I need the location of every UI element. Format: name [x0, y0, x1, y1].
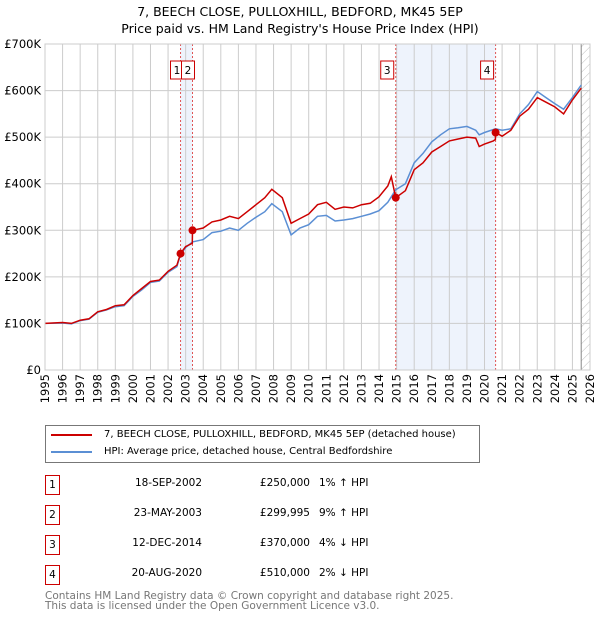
x-tick-label: 2002: [161, 374, 175, 403]
x-tick-label: 2012: [337, 374, 351, 403]
x-tick-label: 2016: [407, 374, 421, 403]
x-tick-label: 2014: [372, 374, 386, 403]
y-tick-label: £400K: [4, 177, 41, 191]
x-tick-label: 2026: [583, 374, 597, 403]
sale-point: [176, 249, 185, 258]
legend: 7, BEECH CLOSE, PULLOXHILL, BEDFORD, MK4…: [45, 425, 480, 463]
sale-label: 1: [174, 65, 181, 77]
sale-hpi-diff: 9% ↑ HPI: [319, 507, 369, 519]
sale-number: 3: [45, 535, 60, 555]
x-tick-label: 2003: [179, 374, 193, 403]
x-tick-label: 2006: [231, 374, 245, 403]
x-tick-label: 1995: [38, 374, 52, 403]
sale-row: 3 12-DEC-2014 £370,000 4% ↓ HPI: [45, 535, 545, 555]
footer-copyright: Contains HM Land Registry data © Crown c…: [45, 590, 454, 602]
x-tick-label: 2025: [565, 374, 579, 403]
sale-date: 23-MAY-2003: [133, 507, 202, 519]
sale-number: 2: [45, 505, 60, 525]
sale-date: 12-DEC-2014: [132, 537, 202, 549]
x-tick-label: 2020: [478, 374, 492, 403]
y-tick-label: £0: [26, 363, 41, 377]
x-tick-label: 2023: [530, 374, 544, 403]
x-tick-label: 1997: [73, 374, 87, 403]
price-chart: 1995 1996 1997 1998 1999 2000 2001 2002 2003 2004…: [4, 37, 597, 403]
sale-label: 3: [384, 65, 391, 77]
shaded-range: [395, 44, 496, 370]
x-tick-label: 1999: [108, 374, 122, 403]
x-tick-label: 2024: [548, 374, 562, 403]
chart-title: 7, BEECH CLOSE, PULLOXHILL, BEDFORD, MK4…: [137, 4, 463, 19]
sale-hpi-diff: 2% ↓ HPI: [319, 567, 369, 579]
x-tick-label: 2010: [302, 374, 316, 403]
y-tick-label: £100K: [4, 316, 41, 330]
hpi-line: [44, 84, 582, 325]
sale-hpi-diff: 1% ↑ HPI: [319, 477, 369, 489]
x-tick-label: 2011: [319, 374, 333, 403]
x-tick-label: 1998: [91, 374, 105, 403]
x-tick-label: 2015: [390, 374, 404, 403]
x-tick-label: 2018: [442, 374, 456, 403]
x-tick-label: 2021: [495, 374, 509, 403]
legend-swatch-blue: [51, 450, 92, 453]
y-tick-label: £500K: [4, 130, 41, 144]
sale-label-box: [380, 60, 395, 80]
sale-label: 2: [185, 65, 192, 77]
x-tick-label: 2008: [267, 374, 281, 403]
x-tick-label: 2022: [513, 374, 527, 403]
x-tick-label: 2004: [196, 374, 210, 403]
y-tick-label: £700K: [4, 37, 41, 51]
property-price-line: [44, 87, 582, 325]
sale-price: £299,995: [259, 507, 310, 519]
sale-date: 20-AUG-2020: [131, 567, 202, 579]
x-tick-label: 2013: [354, 374, 368, 403]
footer-licence: This data is licensed under the Open Gov…: [45, 600, 380, 612]
y-tick-label: £300K: [4, 223, 41, 237]
chart-subtitle: Price paid vs. HM Land Registry's House …: [121, 21, 479, 36]
x-tick-label: 2009: [284, 374, 298, 403]
forecast-hatch: [581, 44, 590, 370]
plot-frame: [44, 43, 591, 371]
sale-point: [188, 226, 197, 235]
x-tick-label: 2017: [425, 374, 439, 403]
sale-row: 4 20-AUG-2020 £510,000 2% ↓ HPI: [45, 565, 545, 585]
legend-label: 7, BEECH CLOSE, PULLOXHILL, BEDFORD, MK4…: [104, 429, 456, 440]
x-tick-label: 1996: [56, 374, 70, 403]
legend-swatch-red: [51, 433, 92, 436]
sale-price: £250,000: [259, 477, 310, 489]
sale-date: 18-SEP-2002: [134, 477, 202, 489]
sale-point: [491, 128, 500, 137]
y-tick-label: £600K: [4, 84, 41, 98]
sale-row: 2 23-MAY-2003 £299,995 9% ↑ HPI: [45, 505, 545, 525]
sale-hpi-diff: 4% ↓ HPI: [319, 537, 369, 549]
sale-label-box: [181, 60, 196, 80]
shaded-range: [180, 44, 193, 370]
legend-label: HPI: Average price, detached house, Cent…: [104, 446, 393, 457]
x-tick-label: 2000: [126, 374, 140, 403]
y-tick-label: £200K: [4, 270, 41, 284]
sale-point: [391, 193, 400, 202]
x-tick-label: 2001: [143, 374, 157, 403]
legend-item-hpi: HPI: Average price, detached house, Cent…: [51, 446, 392, 457]
sale-row: 1 18-SEP-2002 £250,000 1% ↑ HPI: [45, 475, 545, 495]
x-tick-label: 2007: [249, 374, 263, 403]
sale-number: 4: [45, 565, 60, 585]
sale-label-box: [480, 60, 495, 80]
sale-price: £370,000: [259, 537, 310, 549]
legend-item-property: 7, BEECH CLOSE, PULLOXHILL, BEDFORD, MK4…: [51, 429, 456, 440]
x-tick-label: 2005: [214, 374, 228, 403]
sale-label: 4: [484, 65, 491, 77]
x-tick-label: 2019: [460, 374, 474, 403]
sale-number: 1: [45, 475, 60, 495]
sale-price: £510,000: [259, 567, 310, 579]
